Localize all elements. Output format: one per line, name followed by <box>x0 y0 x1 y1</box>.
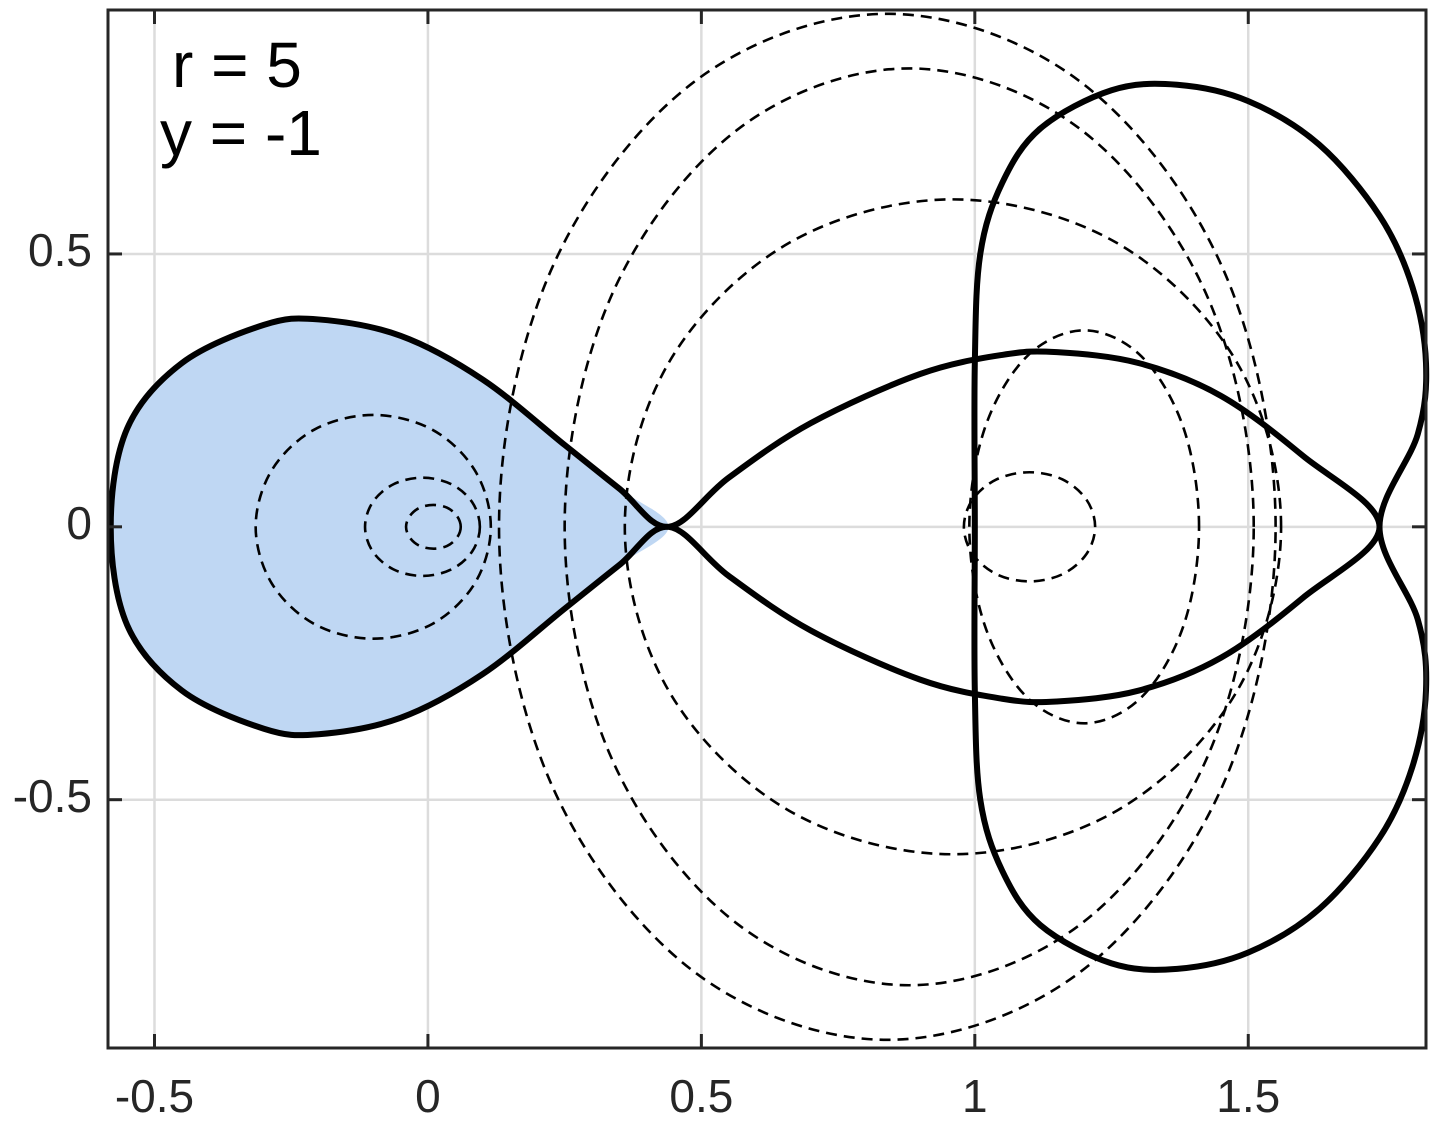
x-tick-label: 0 <box>415 1070 441 1122</box>
y-tick-label: 0 <box>66 497 92 549</box>
plot-area <box>107 12 1430 1042</box>
axes-box <box>106 8 1428 1050</box>
x-tick-label: -0.5 <box>115 1070 194 1122</box>
annotation: r = 5 <box>172 29 302 101</box>
curve <box>563 67 1256 987</box>
curve <box>497 12 1277 1042</box>
area <box>110 318 669 736</box>
x-tick-label: 0.5 <box>669 1070 733 1122</box>
annotation: y = -1 <box>160 97 322 169</box>
curve <box>623 198 1283 856</box>
x-tick-label: 1.5 <box>1216 1070 1280 1122</box>
curve <box>971 80 1430 973</box>
curve <box>404 503 463 550</box>
ticks: -0.5 0 0.5 1 1.5 -0.5 0 0.5 <box>13 10 1426 1122</box>
curve <box>254 413 493 640</box>
curve <box>968 329 1201 725</box>
y-tick-label: -0.5 <box>13 770 92 822</box>
x-tick-label: 1 <box>962 1070 988 1122</box>
y-tick-label: 0.5 <box>28 224 92 276</box>
curve <box>962 470 1097 583</box>
curve <box>363 476 482 578</box>
